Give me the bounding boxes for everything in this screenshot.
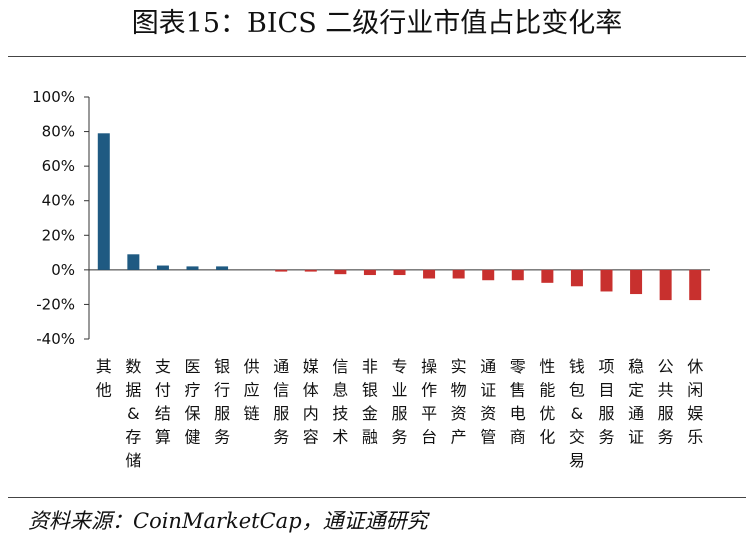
category-label: 实物资产	[451, 357, 467, 447]
y-tick-label: 80%	[42, 123, 75, 141]
category-label: 支付结算	[155, 357, 171, 447]
category-label: 数据&存储	[125, 357, 141, 470]
y-tick-label: 100%	[32, 88, 75, 106]
category-labels: 其他数据&存储支付结算医疗保健银行服务供应链通信服务媒体内容信息技术非银金融专业…	[96, 357, 703, 470]
category-label: 通证资管	[480, 357, 496, 447]
category-label: 银行服务	[214, 357, 230, 447]
bar-19	[630, 269, 643, 295]
bar-15	[511, 269, 524, 281]
y-tick-label: -20%	[36, 295, 75, 313]
category-label: 媒体内容	[303, 357, 319, 447]
bar-20	[659, 269, 672, 301]
bar-2	[127, 254, 140, 270]
bars-layer	[97, 133, 702, 301]
category-label: 零售电商	[510, 357, 526, 447]
chart-title: 图表15：BICS 二级行业市值占比变化率	[131, 8, 623, 39]
bar-17	[570, 269, 583, 287]
bar-7	[275, 269, 288, 272]
bar-10	[363, 269, 376, 276]
bar-18	[600, 269, 613, 292]
bar-1	[97, 133, 110, 270]
bar-16	[541, 269, 554, 283]
y-tick-label: -40%	[36, 330, 75, 348]
category-label: 项目服务	[598, 357, 614, 447]
bar-9	[334, 269, 347, 275]
bar-11	[393, 269, 406, 276]
y-tick-label: 20%	[42, 226, 75, 244]
axis-layer: 100% 80% 60% 40% 20% 0% -20% -40%	[32, 88, 710, 348]
category-label: 其他	[96, 357, 112, 400]
category-label: 性能优化	[539, 357, 555, 447]
bar-21	[689, 269, 702, 301]
bar-14	[482, 269, 495, 281]
bar-3	[156, 265, 169, 270]
title-divider	[8, 56, 746, 57]
category-label: 钱包&交易	[569, 357, 585, 470]
source-divider	[8, 497, 746, 498]
source-note: 资料来源：CoinMarketCap，通证通研究	[28, 509, 428, 533]
category-label: 专业服务	[391, 357, 407, 447]
category-label: 休闲娱乐	[687, 357, 703, 447]
category-label: 非银金融	[362, 357, 378, 447]
y-tick-label: 60%	[42, 157, 75, 175]
bar-13	[452, 269, 465, 279]
category-label: 通信服务	[273, 357, 289, 447]
category-label: 公共服务	[658, 357, 674, 447]
bar-5	[216, 266, 229, 270]
category-label: 医疗保健	[184, 357, 200, 447]
y-tick-label: 0%	[51, 261, 75, 279]
bar-chart: 100% 80% 60% 40% 20% 0% -20% -40% 其他数据&存储支付结算医疗…	[32, 88, 710, 470]
category-label: 稳定通证	[628, 357, 644, 447]
y-tick-label: 40%	[42, 192, 75, 210]
bar-12	[423, 269, 436, 279]
bar-4	[186, 266, 199, 270]
category-label: 供应链	[244, 357, 260, 423]
bar-8	[304, 269, 317, 272]
category-label: 信息技术	[332, 357, 348, 447]
category-label: 操作平台	[421, 357, 437, 447]
